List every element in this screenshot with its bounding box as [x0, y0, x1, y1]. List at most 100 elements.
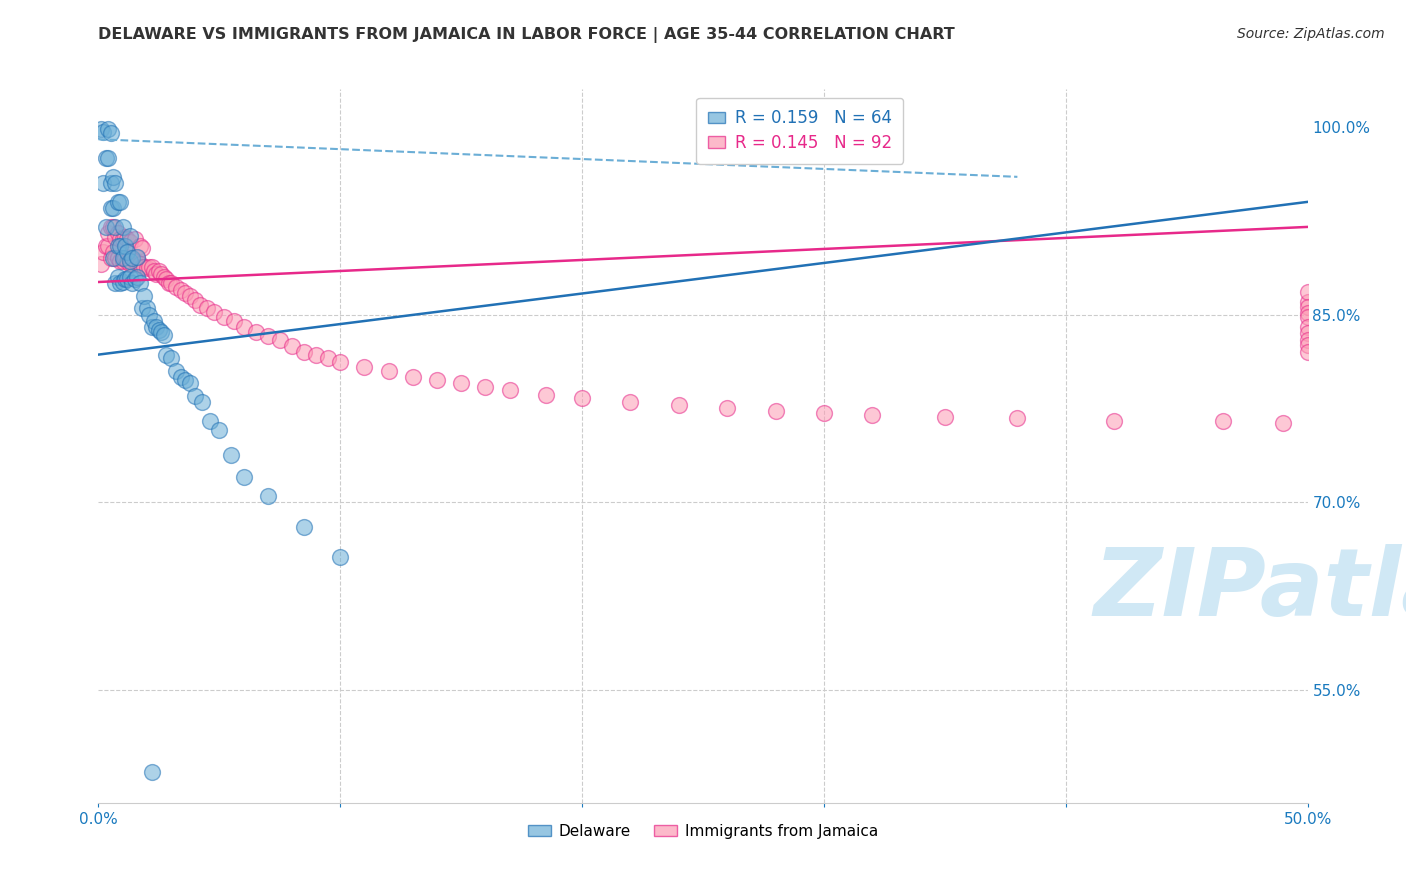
- Point: [269, 333, 291, 347]
- Point: [222, 314, 245, 328]
- Point: [143, 314, 166, 328]
- Point: [118, 270, 141, 285]
- Point: [212, 310, 235, 324]
- Point: [174, 373, 197, 387]
- Point: [152, 327, 174, 342]
- Point: [450, 376, 472, 391]
- Point: [141, 260, 163, 274]
- Point: [135, 261, 157, 276]
- Point: [108, 194, 131, 209]
- Point: [1007, 411, 1029, 425]
- Point: [124, 253, 146, 268]
- Point: [101, 244, 124, 259]
- Legend: Delaware, Immigrants from Jamaica: Delaware, Immigrants from Jamaica: [522, 818, 884, 845]
- Point: [104, 230, 127, 244]
- Point: [107, 251, 129, 265]
- Point: [94, 238, 117, 252]
- Point: [117, 244, 139, 259]
- Point: [114, 230, 136, 244]
- Point: [117, 272, 139, 286]
- Point: [111, 275, 134, 289]
- Point: [108, 232, 131, 246]
- Point: [534, 387, 557, 401]
- Point: [127, 251, 149, 265]
- Point: [179, 376, 201, 391]
- Point: [1296, 285, 1319, 299]
- Point: [111, 219, 134, 234]
- Point: [813, 407, 835, 421]
- Point: [1102, 414, 1125, 428]
- Point: [169, 370, 191, 384]
- Point: [131, 241, 153, 255]
- Point: [1212, 414, 1234, 428]
- Point: [245, 325, 267, 339]
- Point: [104, 277, 127, 291]
- Point: [426, 373, 449, 387]
- Point: [232, 470, 254, 484]
- Point: [143, 264, 166, 278]
- Point: [571, 392, 593, 406]
- Point: [668, 398, 690, 412]
- Point: [208, 423, 231, 437]
- Point: [152, 270, 174, 285]
- Point: [101, 219, 124, 234]
- Point: [114, 251, 136, 265]
- Point: [90, 257, 112, 271]
- Point: [1296, 310, 1319, 324]
- Point: [165, 280, 187, 294]
- Point: [124, 272, 146, 286]
- Point: [114, 272, 136, 286]
- Point: [117, 232, 139, 246]
- Point: [934, 410, 956, 425]
- Point: [157, 277, 180, 291]
- Point: [90, 122, 112, 136]
- Point: [134, 260, 156, 274]
- Point: [128, 257, 150, 271]
- Point: [100, 251, 122, 265]
- Point: [107, 238, 129, 252]
- Point: [104, 176, 127, 190]
- Point: [121, 277, 143, 291]
- Point: [101, 201, 124, 215]
- Point: [108, 253, 131, 268]
- Point: [101, 169, 124, 184]
- Point: [114, 238, 136, 252]
- Point: [150, 325, 173, 339]
- Point: [498, 383, 520, 397]
- Point: [131, 260, 153, 274]
- Point: [188, 297, 211, 311]
- Point: [141, 764, 163, 779]
- Point: [329, 550, 352, 565]
- Point: [281, 339, 304, 353]
- Point: [91, 176, 114, 190]
- Point: [292, 345, 315, 359]
- Point: [221, 448, 243, 462]
- Point: [107, 226, 129, 240]
- Point: [198, 414, 221, 428]
- Point: [100, 219, 122, 234]
- Point: [111, 232, 134, 246]
- Point: [155, 272, 177, 286]
- Point: [145, 268, 167, 282]
- Point: [108, 277, 131, 291]
- Point: [107, 270, 129, 285]
- Point: [232, 320, 254, 334]
- Point: [148, 264, 170, 278]
- Point: [124, 232, 146, 246]
- Point: [305, 348, 328, 362]
- Point: [329, 355, 352, 369]
- Point: [1296, 320, 1319, 334]
- Point: [155, 348, 177, 362]
- Point: [131, 301, 153, 316]
- Point: [128, 277, 150, 291]
- Point: [97, 226, 120, 240]
- Point: [138, 308, 160, 322]
- Point: [179, 289, 201, 303]
- Point: [91, 125, 114, 139]
- Point: [292, 520, 315, 534]
- Point: [316, 351, 339, 366]
- Point: [97, 151, 120, 165]
- Point: [160, 351, 183, 366]
- Point: [97, 122, 120, 136]
- Text: DELAWARE VS IMMIGRANTS FROM JAMAICA IN LABOR FORCE | AGE 35-44 CORRELATION CHART: DELAWARE VS IMMIGRANTS FROM JAMAICA IN L…: [98, 27, 955, 43]
